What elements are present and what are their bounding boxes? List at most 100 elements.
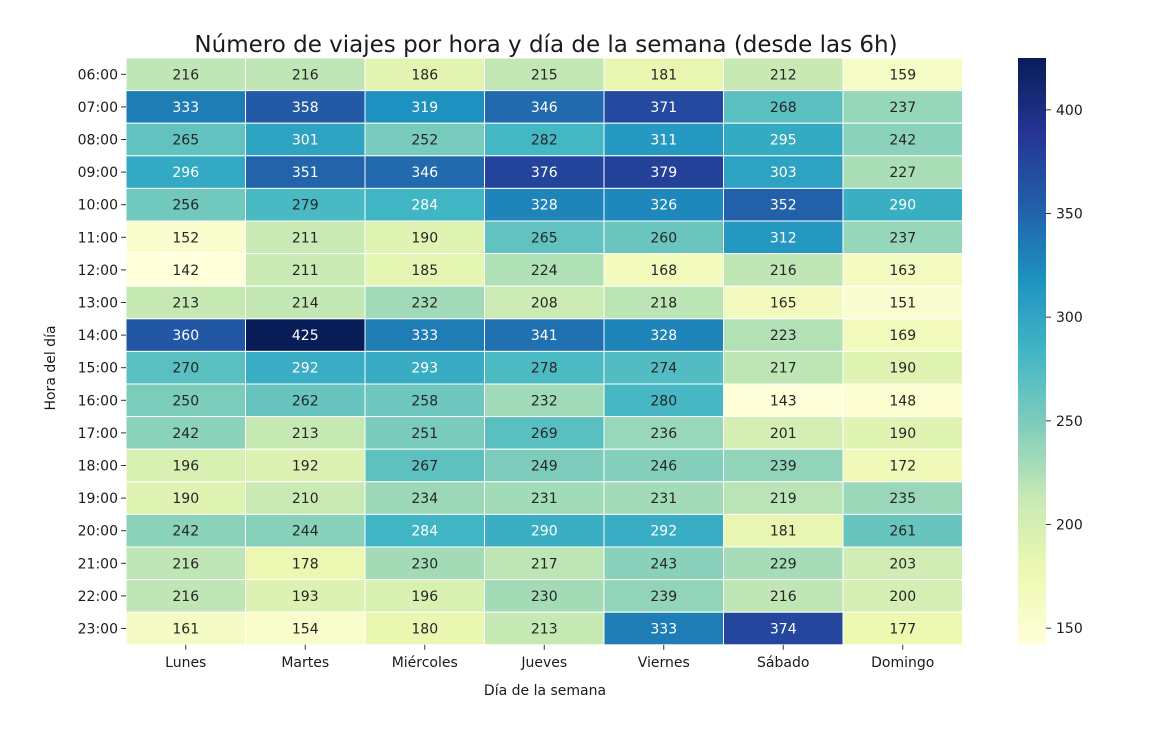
heatmap-cell	[842, 611, 963, 646]
heatmap-cell	[842, 122, 963, 157]
cell-value-label: 203	[889, 556, 916, 572]
cell-value-label: 333	[411, 328, 438, 344]
heatmap-cell	[842, 285, 963, 320]
cell-value-label: 231	[531, 491, 558, 507]
cell-value-label: 181	[650, 67, 677, 83]
y-tick-label: 20:00	[78, 524, 118, 540]
x-tick-label: Miércoles	[392, 655, 458, 671]
cell-value-label: 239	[770, 459, 797, 475]
heatmap-cell	[364, 383, 485, 418]
cell-value-label: 262	[292, 393, 319, 409]
heatmap-cell	[723, 513, 844, 548]
cell-value-label: 219	[770, 491, 797, 507]
heatmap-cell	[842, 155, 963, 189]
cell-value-label: 270	[172, 361, 199, 377]
cell-value-label: 181	[770, 524, 797, 540]
cell-value-label: 295	[770, 133, 797, 149]
heatmap-cell	[723, 122, 844, 157]
cell-value-label: 231	[650, 491, 677, 507]
cell-value-label: 296	[172, 165, 199, 181]
heatmap-cell	[603, 350, 724, 385]
cell-value-label: 292	[650, 524, 677, 540]
heatmap-cell	[723, 57, 844, 92]
colorbar-tick-label: 400	[1056, 103, 1083, 119]
cell-value-label: 216	[172, 67, 199, 83]
heatmap-cell	[603, 318, 724, 352]
colorbar-tick-label: 250	[1056, 414, 1083, 430]
cell-value-label: 371	[650, 100, 677, 116]
cell-value-label: 351	[292, 165, 319, 181]
cell-value-label: 290	[889, 198, 916, 214]
cell-value-label: 292	[292, 361, 319, 377]
heatmap-cell	[364, 253, 485, 287]
colorbar-gradient	[1018, 58, 1046, 645]
heatmap-cell	[603, 90, 724, 124]
cell-value-label: 217	[770, 361, 797, 377]
cell-value-label: 251	[411, 426, 438, 442]
cell-value-label: 211	[292, 230, 319, 246]
heatmap-cell	[842, 253, 963, 287]
cell-value-label: 261	[889, 524, 916, 540]
y-tick-label: 21:00	[78, 556, 118, 572]
cell-value-label: 280	[650, 393, 677, 409]
colorbar-tick-label: 350	[1056, 207, 1083, 223]
cell-value-label: 379	[650, 165, 677, 181]
cell-value-label: 213	[172, 296, 199, 312]
cell-value-label: 190	[889, 426, 916, 442]
cell-value-label: 216	[172, 589, 199, 605]
cell-value-label: 319	[411, 100, 438, 116]
y-tick-label: 18:00	[78, 459, 118, 475]
y-tick-label: 19:00	[78, 491, 118, 507]
cell-value-label: 256	[172, 198, 199, 214]
heatmap-cell	[364, 122, 485, 157]
cell-value-label: 265	[531, 230, 558, 246]
heatmap-cell	[603, 285, 724, 320]
x-axis-label: Día de la semana	[484, 683, 606, 699]
x-tick-label: Martes	[281, 655, 329, 671]
cell-value-label: 326	[650, 198, 677, 214]
heatmap-cell	[125, 611, 246, 646]
heatmap-cell	[603, 220, 724, 255]
cell-value-label: 217	[531, 556, 558, 572]
heatmap-cell	[125, 187, 246, 222]
heatmap-cell	[723, 253, 844, 287]
cell-value-label: 328	[650, 328, 677, 344]
cell-value-label: 169	[889, 328, 916, 344]
cell-value-label: 227	[889, 165, 916, 181]
colorbar-tick-label: 200	[1056, 518, 1083, 534]
heatmap-cell	[245, 285, 366, 320]
cell-value-label: 161	[172, 622, 199, 638]
cell-value-label: 312	[770, 230, 797, 246]
cell-value-label: 346	[531, 100, 558, 116]
cell-value-label: 267	[411, 459, 438, 475]
cell-value-label: 235	[889, 491, 916, 507]
y-tick-label: 07:00	[78, 100, 118, 116]
cell-value-label: 242	[172, 524, 199, 540]
cell-value-label: 346	[411, 165, 438, 181]
heatmap-cell	[842, 350, 963, 385]
cell-value-label: 252	[411, 133, 438, 149]
cell-value-label: 163	[889, 263, 916, 279]
cell-value-label: 201	[770, 426, 797, 442]
heatmap-cell	[842, 383, 963, 418]
heatmap-cell	[125, 285, 246, 320]
cell-value-label: 303	[770, 165, 797, 181]
cell-value-label: 333	[172, 100, 199, 116]
cell-value-label: 230	[531, 589, 558, 605]
cell-value-label: 216	[770, 263, 797, 279]
heatmap-cell	[723, 416, 844, 450]
heatmap-cell	[484, 220, 605, 255]
cell-value-label: 242	[889, 133, 916, 149]
heatmap-cell	[723, 350, 844, 385]
cell-value-label: 232	[531, 393, 558, 409]
cell-value-label: 151	[889, 296, 916, 312]
cell-value-label: 224	[531, 263, 558, 279]
x-tick-label: Jueves	[520, 655, 567, 671]
cell-value-label: 360	[172, 328, 199, 344]
cell-value-label: 250	[172, 393, 199, 409]
heatmap-cell	[245, 155, 366, 189]
heatmap-cell	[723, 579, 844, 613]
heatmap-cell	[245, 513, 366, 548]
cell-value-label: 154	[292, 622, 319, 638]
